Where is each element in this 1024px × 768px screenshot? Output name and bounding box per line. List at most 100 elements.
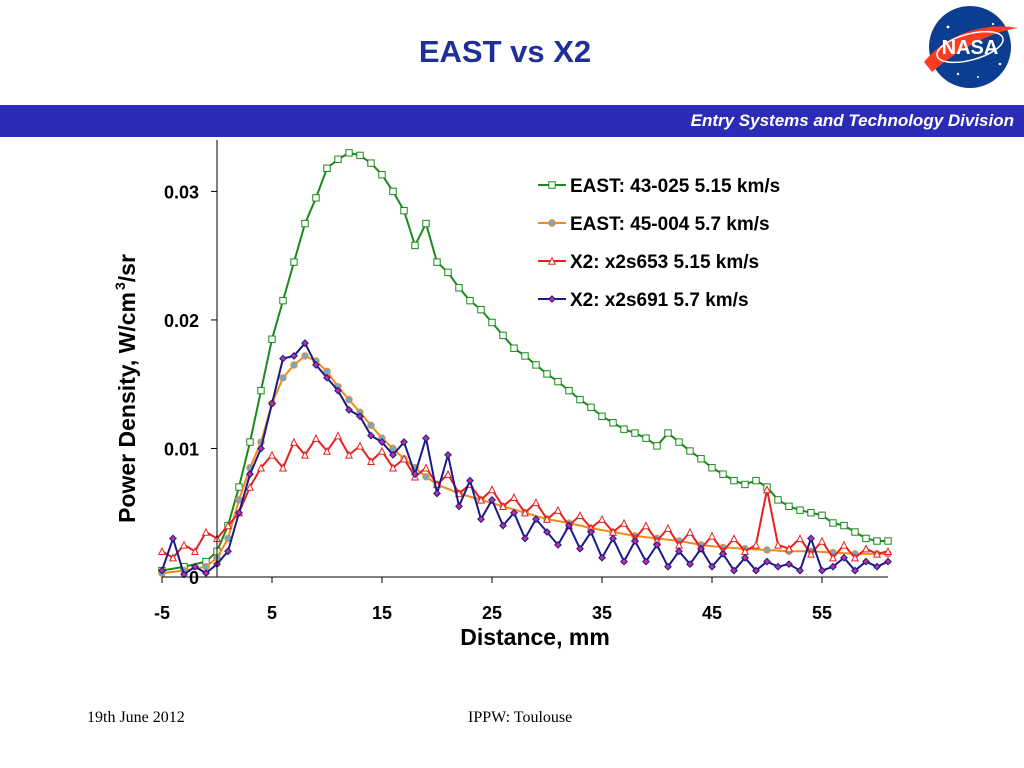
data-point: [300, 450, 310, 459]
data-point: [421, 463, 431, 472]
data-point: [796, 566, 804, 575]
data-point: [840, 553, 848, 562]
data-point: [631, 429, 639, 437]
data-point: [345, 406, 353, 414]
data-point: [378, 438, 386, 446]
data-point: [345, 395, 353, 404]
data-point: [851, 528, 859, 536]
data-point: [829, 562, 837, 571]
chart-legend: EAST: 43-025 5.15 km/s EAST: 45-004 5.7 k…: [538, 176, 780, 311]
data-point: [521, 352, 529, 360]
data-point: [884, 537, 892, 545]
data-point: [784, 544, 794, 553]
data-point: [268, 399, 276, 408]
data-point: [642, 434, 650, 442]
data-point: [279, 354, 287, 363]
data-point: [444, 268, 452, 277]
data-point: [202, 569, 210, 578]
x-tick-label: -5: [154, 603, 170, 623]
data-point: [763, 546, 771, 554]
data-point: [620, 557, 628, 566]
y-axis-label-suffix: /sr: [114, 254, 140, 282]
data-point: [872, 549, 882, 558]
data-point: [598, 412, 606, 421]
data-point: [389, 450, 397, 459]
data-point: [806, 549, 816, 558]
data-point: [444, 450, 452, 459]
division-banner: Entry Systems and Technology Division: [0, 105, 1024, 137]
series-1: [158, 352, 892, 577]
data-point: [521, 534, 529, 543]
data-point: [795, 534, 805, 543]
data-point: [323, 373, 331, 382]
data-point: [686, 560, 694, 569]
data-point: [323, 164, 331, 172]
data-point: [653, 540, 661, 549]
data-point: [499, 331, 507, 340]
data-point: [751, 540, 761, 549]
data-point: [169, 534, 177, 543]
legend-label: X2: x2s653 5.15 km/s: [570, 252, 759, 273]
data-point: [476, 495, 486, 504]
data-point: [664, 429, 672, 437]
data-point: [312, 361, 320, 369]
data-point: [773, 540, 783, 549]
x-axis-label: Distance, mm: [460, 624, 610, 650]
data-point: [499, 521, 507, 530]
data-point: [334, 155, 342, 163]
data-point: [641, 521, 651, 530]
data-point: [257, 444, 265, 453]
data-point: [488, 495, 496, 504]
data-point: [774, 562, 782, 571]
data-point: [268, 335, 276, 343]
data-point: [663, 523, 673, 532]
data-point: [686, 447, 694, 455]
data-point: [685, 527, 695, 536]
data-point: [433, 258, 441, 266]
data-point: [598, 553, 606, 562]
data-point: [290, 352, 298, 360]
data-point: [498, 501, 508, 511]
data-point: [477, 515, 485, 524]
data-point: [235, 508, 243, 517]
data-point: [289, 437, 299, 446]
legend-label: X2: x2s691 5.7 km/s: [570, 290, 749, 311]
data-point: [345, 149, 353, 157]
data-point: [158, 566, 166, 575]
data-point: [466, 476, 474, 485]
data-point: [547, 256, 557, 265]
data-point: [267, 450, 277, 459]
data-point: [334, 386, 342, 395]
data-point: [235, 483, 243, 491]
data-point: [741, 553, 749, 562]
chart-ticks: -5 5 15 25 35 45 55 0 0.01 0.02 0.03: [154, 182, 832, 623]
data-point: [729, 534, 739, 543]
data-point: [620, 425, 628, 433]
data-point: [697, 544, 705, 553]
data-point: [312, 194, 320, 202]
data-point: [246, 438, 254, 446]
data-point: [245, 482, 255, 491]
series-2: [157, 431, 893, 562]
data-point: [246, 470, 254, 479]
data-point: [719, 549, 727, 558]
x-tick-label: 35: [592, 603, 612, 623]
data-point: [377, 446, 387, 455]
data-point: [180, 570, 188, 579]
data-point: [355, 441, 365, 450]
chart-marks: [157, 149, 893, 579]
data-point: [543, 528, 551, 536]
data-point: [851, 566, 859, 575]
data-point: [785, 502, 793, 511]
data-point: [762, 485, 772, 494]
data-point: [301, 339, 309, 347]
data-point: [609, 419, 617, 427]
data-point: [631, 537, 639, 545]
data-point: [356, 412, 364, 421]
data-point: [388, 463, 398, 472]
data-point: [257, 386, 265, 395]
data-point: [367, 159, 375, 167]
data-point: [466, 296, 474, 305]
data-point: [884, 557, 892, 566]
